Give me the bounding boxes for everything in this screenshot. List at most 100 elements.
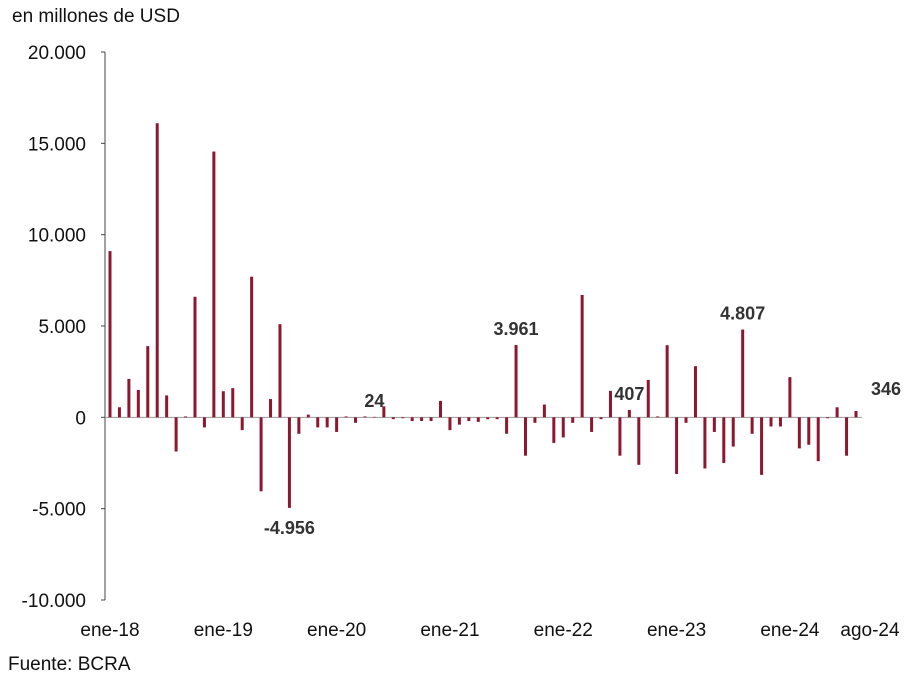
bar: [835, 407, 839, 418]
source: Fuente: BCRA: [8, 654, 131, 674]
bar: [165, 395, 169, 418]
x-tick-label: ago-24: [840, 620, 900, 641]
bar: [410, 417, 414, 421]
x-tick-label: ene-22: [534, 620, 593, 641]
bar: [146, 346, 150, 418]
bar: [845, 417, 849, 456]
bar: [665, 345, 669, 418]
y-tick-label: -10.000: [22, 591, 86, 612]
bar: [136, 389, 140, 418]
bar: [778, 417, 782, 427]
y-tick-label: 0: [75, 408, 86, 429]
bar: [797, 417, 801, 449]
bar: [731, 417, 735, 447]
value-label: 4.807: [720, 304, 765, 324]
bar: [675, 417, 679, 474]
x-tick-label: ene-23: [647, 620, 706, 641]
bar: [250, 276, 254, 418]
bar: [259, 417, 263, 492]
bar: [816, 417, 820, 462]
bar: [212, 151, 216, 418]
bar: [184, 416, 188, 418]
bar: [495, 417, 499, 420]
bar: [354, 417, 358, 423]
y-axis-label: en millones de USD: [12, 6, 180, 27]
value-label: -4.956: [264, 518, 315, 538]
bar: [712, 417, 716, 432]
bar: [448, 417, 452, 431]
bar: [202, 417, 206, 428]
bar: [807, 417, 811, 445]
bar: [760, 417, 764, 475]
bar: [523, 417, 527, 456]
bar: [769, 417, 773, 427]
bar: [684, 417, 688, 423]
bar: [306, 414, 310, 418]
bar: [590, 417, 594, 432]
bar: [627, 409, 631, 418]
bar: [741, 329, 745, 418]
bar: [382, 406, 386, 418]
bar: [514, 344, 518, 418]
bar: [420, 417, 424, 421]
bar: [325, 417, 329, 428]
bar: [297, 417, 301, 434]
bar: [561, 417, 565, 438]
y-tick-label: 5.000: [38, 317, 86, 338]
bar: [608, 390, 612, 418]
bar: [372, 416, 376, 418]
bar: [505, 417, 509, 434]
bar: [646, 379, 650, 418]
bar: [193, 296, 197, 418]
bar: [457, 417, 461, 425]
value-label: 3.961: [494, 319, 539, 339]
bar: [401, 417, 405, 419]
bar: [221, 391, 225, 418]
x-tick-label: ene-20: [307, 620, 366, 641]
bar: [108, 251, 112, 418]
bar: [174, 417, 178, 452]
bar: [117, 407, 121, 418]
x-tick-label: ene-24: [760, 620, 820, 641]
bar: [788, 377, 792, 418]
bar: [750, 417, 754, 434]
bar: [240, 417, 244, 431]
x-tick-label: ene-19: [194, 620, 253, 641]
bar: [854, 411, 858, 418]
bar: [363, 416, 367, 418]
bar: [656, 416, 660, 418]
bar: [826, 417, 830, 419]
bar: [269, 399, 273, 418]
value-label: 24: [364, 391, 384, 411]
bar: [316, 417, 320, 428]
y-tick-label: 15.000: [28, 134, 86, 155]
bar: [391, 417, 395, 420]
bar: [571, 417, 575, 423]
y-tick-label: 10.000: [28, 226, 86, 247]
bar: [722, 417, 726, 463]
bar: [552, 417, 556, 443]
value-label: 346: [871, 379, 901, 399]
bar: [335, 417, 339, 432]
y-tick-label: -5.000: [32, 500, 86, 521]
bar: [486, 417, 490, 420]
x-tick-label: ene-21: [420, 620, 479, 641]
bar: [693, 366, 697, 418]
bar: [637, 417, 641, 465]
y-tick-label: 20.000: [28, 43, 86, 64]
bar: [278, 324, 282, 418]
bar: [439, 400, 443, 418]
x-tick-label: ene-18: [80, 620, 139, 641]
bar: [542, 404, 546, 418]
bar: [476, 417, 480, 422]
bar: [467, 417, 471, 421]
bar: [429, 417, 433, 421]
bar: [618, 417, 622, 456]
bar: [231, 388, 235, 418]
bar: [127, 378, 131, 418]
value-label: 407: [614, 384, 644, 404]
bar: [533, 417, 537, 423]
bar: [287, 417, 291, 508]
bar: [344, 416, 348, 418]
